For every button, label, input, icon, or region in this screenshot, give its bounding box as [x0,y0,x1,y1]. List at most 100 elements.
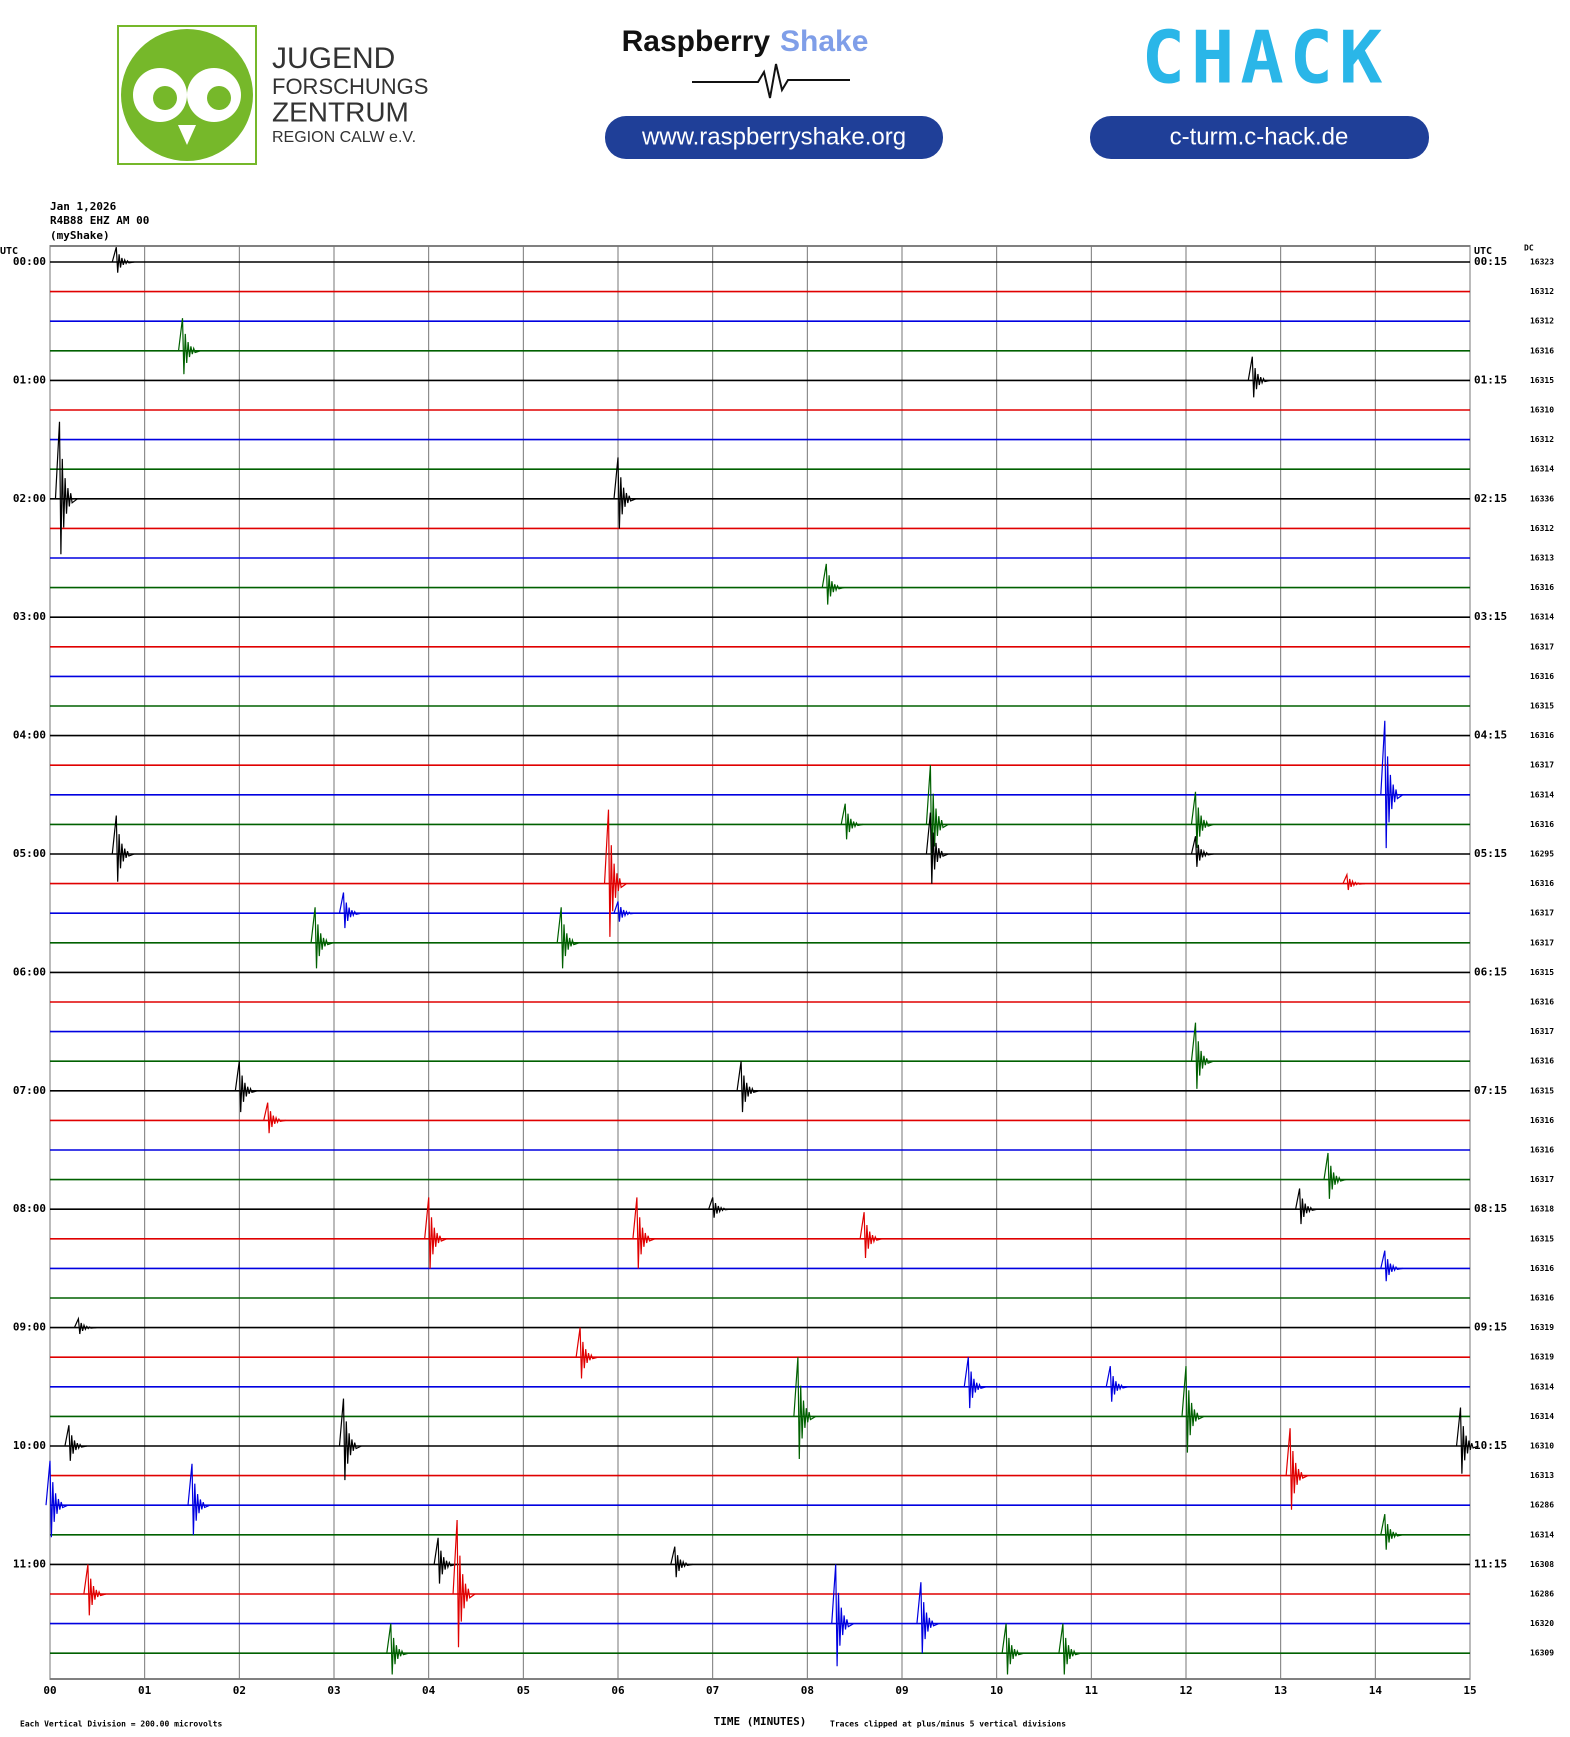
dc-value: 16312 [1530,317,1554,326]
seismic-event [613,901,637,922]
dc-value: 16295 [1530,850,1554,859]
x-tick-label: 07 [706,1684,719,1697]
x-tick-label: 09 [895,1684,908,1697]
x-tick-label: 08 [801,1684,814,1697]
url-text: c-turm.c-hack.de [1170,123,1349,150]
dc-value: 16315 [1530,702,1554,711]
dc-value: 16316 [1530,1116,1554,1125]
url-pill [605,116,943,159]
dc-value: 16314 [1530,1530,1554,1539]
dc-value: 16316 [1530,346,1554,355]
brand-word: Raspberry [622,25,771,58]
dc-value: 16314 [1530,613,1554,622]
dc-value: 16323 [1530,258,1554,267]
left-time-label: 03:00 [13,610,46,623]
seismic-event [736,1061,760,1113]
logo-text: FORSCHUNGS [272,74,428,99]
left-time-label: 00:00 [13,255,46,268]
seismic-event [556,907,580,969]
x-tick-label: 13 [1274,1684,1287,1697]
right-time-label: 01:15 [1474,373,1507,386]
left-time-label: 06:00 [13,965,46,978]
seismic-event [1380,720,1404,849]
dc-value: 16316 [1530,1057,1554,1066]
dc-value: 16313 [1530,554,1554,563]
right-time-label: 00:15 [1474,255,1507,268]
seismic-event [386,1623,409,1675]
dc-value: 16319 [1530,1323,1554,1332]
dc-value: 16316 [1530,1146,1554,1155]
dc-value: 16317 [1530,909,1554,918]
chack-logo: CHACK [1142,16,1389,100]
logo-text: ZENTRUM [272,96,409,127]
x-tick-label: 05 [517,1684,530,1697]
dc-value: 16312 [1530,524,1554,533]
dc-value: 16317 [1530,1027,1554,1036]
url-text: www.raspberryshake.org [641,123,906,150]
seismic-event [338,892,362,929]
x-tick-label: 04 [422,1684,436,1697]
x-tick-label: 14 [1369,1684,1383,1697]
right-time-label: 02:15 [1474,492,1507,505]
footer-note: Traces clipped at plus/minus 5 vertical … [830,1719,1066,1729]
dc-value: 16317 [1530,761,1554,770]
dc-value: 16309 [1530,1649,1554,1658]
right-time-label: 11:15 [1474,1557,1507,1570]
dc-value: 16286 [1530,1501,1554,1510]
right-time-label: 03:15 [1474,610,1507,623]
x-tick-label: 06 [611,1684,625,1697]
dc-value: 16320 [1530,1619,1554,1628]
seismic-event [1285,1428,1309,1510]
seismic-event [831,1564,855,1667]
seismic-event [177,318,201,375]
brand-word: Shake [780,25,868,58]
x-tick-label: 01 [138,1684,152,1697]
seismic-event [64,1425,88,1461]
dc-value: 16317 [1530,1175,1554,1184]
dc-value: 16310 [1530,406,1554,415]
seismic-event [452,1519,476,1648]
left-time-label: 09:00 [13,1321,46,1334]
x-tick-label: 10 [990,1684,1003,1697]
dc-value: 16315 [1530,376,1554,385]
seismic-event [821,563,845,605]
seismic-event [111,247,135,273]
dc-value: 16312 [1530,435,1554,444]
axis-label: UTC [1474,246,1492,257]
dc-value: 16313 [1530,1471,1554,1480]
seismo-icon [692,63,850,99]
axis-label: UTC [0,246,18,257]
dc-value: 16315 [1530,1234,1554,1243]
left-time-label: 05:00 [13,847,46,860]
right-time-label: 06:15 [1474,965,1507,978]
left-time-label: 08:00 [13,1202,46,1215]
seismic-event [1380,1250,1403,1282]
seismic-event [54,421,78,555]
x-axis-title: TIME (MINUTES) [714,1715,807,1728]
seismic-event [83,1564,107,1616]
seismic-event [45,1460,69,1538]
dc-value: 16314 [1530,1382,1554,1391]
dc-value: 16308 [1530,1560,1554,1569]
dc-value: 16336 [1530,494,1554,503]
logo-text: JUGEND [272,42,395,75]
dc-label: DC [1524,244,1534,253]
seismic-event [1190,1022,1214,1089]
dc-value: 16316 [1530,672,1554,681]
dc-value: 16316 [1530,731,1554,740]
right-time-label: 08:15 [1474,1202,1507,1215]
owl-logo [117,25,257,165]
network: (myShake) [50,229,110,242]
dc-value: 16314 [1530,790,1554,799]
dc-value: 16315 [1530,968,1554,977]
seismic-event [1105,1365,1129,1402]
seismic-event [424,1197,447,1269]
seismic-event [111,815,135,882]
seismic-event [840,803,864,840]
right-time-label: 05:15 [1474,847,1507,860]
left-time-label: 01:00 [13,373,46,386]
dc-value: 16316 [1530,879,1554,888]
dc-value: 16318 [1530,1205,1554,1214]
